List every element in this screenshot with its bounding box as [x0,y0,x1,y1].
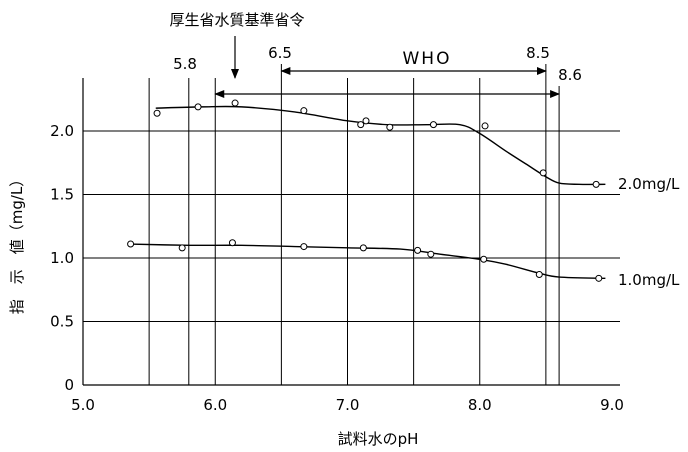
label-6-5: 6.5 [268,44,292,62]
data-point [535,271,543,279]
data-point [178,244,186,252]
y-tick-label: 0.5 [50,313,74,331]
y-tick-label: 1.5 [50,186,74,204]
y-tick-label: 0 [64,376,74,394]
data-point [414,246,422,254]
data-point [427,250,435,258]
data-point [228,239,236,247]
data-point [357,121,365,129]
data-point [386,123,394,131]
x-axis-label: 試料水のpH [338,430,419,448]
data-point [362,117,370,125]
y-axis-label: 指 示 値（mg/L） [8,172,26,315]
series-label-2-0: 2.0mg/L [618,175,680,193]
range-arrows [214,36,561,98]
data-point [300,107,308,115]
data-points [127,99,603,282]
data-point [127,240,135,248]
series-label-1-0: 1.0mg/L [618,271,680,289]
data-point [194,103,202,111]
mhlw-label: 厚生省水質基準省令 [169,11,304,29]
data-point [595,274,603,282]
data-point [153,109,161,117]
data-point [300,243,308,251]
grid [83,130,620,322]
x-tick-labels: 5.0 6.0 7.0 8.0 9.0 [71,396,624,414]
reference-lines [148,64,560,385]
series-curve-1 [129,243,606,280]
x-tick-label: 6.0 [203,396,227,414]
data-point [592,180,600,188]
y-tick-labels: 0 0.5 1.0 1.5 2.0 [50,122,74,394]
axes [82,78,620,386]
data-point [231,99,239,107]
who-label: WHO [403,49,452,69]
data-point [480,255,488,263]
y-tick-label: 2.0 [50,122,74,140]
data-point [539,169,547,177]
curves [129,105,606,280]
label-5-8: 5.8 [173,55,197,73]
x-tick-label: 9.0 [600,396,624,414]
y-tick-label: 1.0 [50,249,74,267]
x-tick-label: 8.0 [468,396,492,414]
x-tick-label: 7.0 [336,396,360,414]
label-8-6: 8.6 [558,66,582,84]
label-8-5: 8.5 [526,44,550,62]
series-curve-0 [155,105,606,186]
data-point [359,244,367,252]
data-point [481,122,489,130]
x-tick-label: 5.0 [71,396,95,414]
data-point [429,121,437,129]
